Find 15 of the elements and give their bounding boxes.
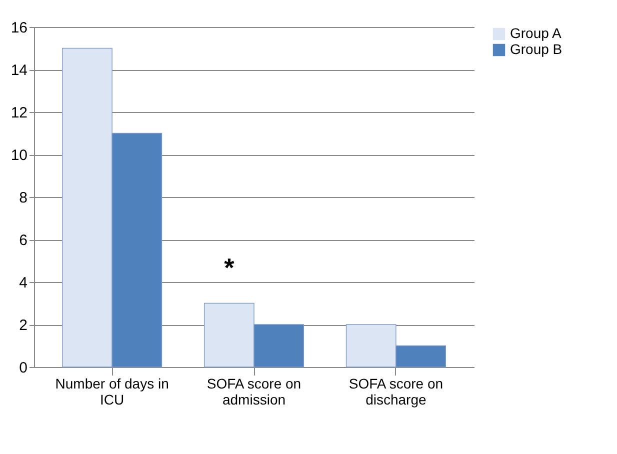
annotation: * <box>224 252 236 282</box>
y-tick-label: 14 <box>10 62 28 79</box>
x-tick-label: Number of days in ICU <box>55 376 169 408</box>
y-tick-label: 8 <box>19 190 28 206</box>
y-tick-label: 6 <box>19 232 28 249</box>
y-tick-label: 10 <box>10 147 28 164</box>
y-tick-label: 16 <box>10 20 28 36</box>
x-tick-label: SOFA score on discharge <box>348 376 444 408</box>
legend-label: Group A <box>510 25 562 41</box>
x-tick-label: SOFA score on admission <box>206 376 302 408</box>
y-tick-label: 0 <box>19 360 28 376</box>
legend-label: Group B <box>510 41 562 57</box>
y-tick-label: 4 <box>19 274 28 292</box>
y-tick-label: 12 <box>10 104 28 122</box>
y-tick-label: 2 <box>19 317 28 334</box>
